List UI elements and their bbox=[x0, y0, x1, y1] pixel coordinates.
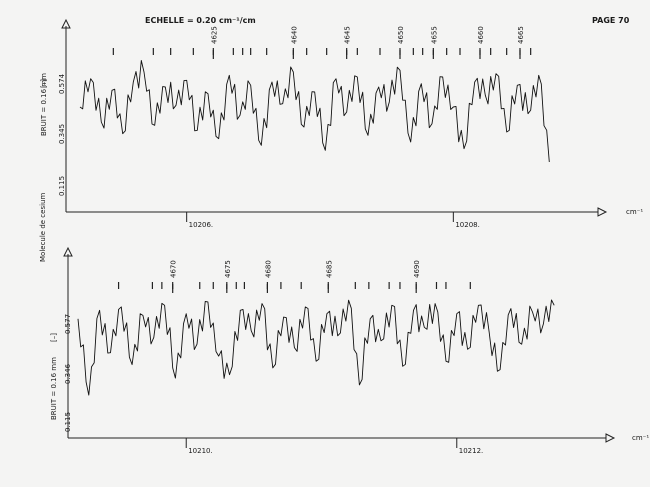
chart1-y-tick-label: 0.574 bbox=[58, 73, 66, 94]
chart2-plot: 0.115 0.346 0.577 10210. 10212. 4670 4675 4680 4… bbox=[63, 246, 616, 455]
chart1-line-number: 4660 bbox=[477, 26, 485, 44]
chart1-y-tick-label: 0.345 bbox=[58, 124, 66, 144]
chart1-line-number: 4665 bbox=[517, 26, 525, 44]
chart2-line-number: 4670 bbox=[170, 260, 178, 278]
chart1-side-label: Molecule de cesium bbox=[39, 193, 47, 262]
chart1-x-tick-label: 10206. bbox=[189, 221, 214, 229]
chart1-line-number: 4655 bbox=[430, 26, 438, 44]
chart2-x-axis-label: cm⁻¹ bbox=[632, 434, 649, 442]
chart2-x-arrow bbox=[605, 433, 616, 443]
chart2-line-number: 4680 bbox=[264, 260, 272, 278]
chart1-y-arrow bbox=[61, 18, 71, 29]
chart1-line-number: 4650 bbox=[397, 26, 405, 44]
chart2-line-number: 4690 bbox=[413, 260, 421, 278]
chart2-y-arrow bbox=[63, 246, 73, 257]
chart2-y-tick-label: 0.346 bbox=[64, 363, 72, 384]
chart2-noise-label: BRUIT = 0.16 mm bbox=[50, 357, 58, 420]
chart2-x-tick-label: 10212. bbox=[459, 447, 484, 455]
chart2-unit-mark: [–] bbox=[50, 333, 58, 342]
chart1-noise-label: BRUIT = 0.16 mm bbox=[40, 73, 48, 136]
scale-label: ECHELLE = 0.20 cm⁻¹/cm bbox=[145, 16, 256, 25]
chart1-line-number: 4625 bbox=[210, 26, 218, 44]
page-label: PAGE 70 bbox=[592, 16, 630, 25]
chart1-x-axis-label: cm⁻¹ bbox=[626, 208, 643, 216]
chart1-spectrum-trace bbox=[79, 60, 550, 163]
chart1-x-arrow bbox=[597, 207, 608, 217]
chart1-line-number: 4645 bbox=[344, 26, 352, 44]
chart1-unit-mark: [–] bbox=[40, 79, 48, 88]
chart2-x-tick-label: 10210. bbox=[188, 447, 213, 455]
chart1-y-tick-label: 0.115 bbox=[58, 176, 66, 196]
chart2-spectrum-trace bbox=[77, 299, 555, 396]
chart2-y-tick-label: 0.577 bbox=[64, 314, 72, 334]
chart2-line-number: 4685 bbox=[325, 260, 333, 278]
chart1-x-tick-label: 10208. bbox=[455, 221, 480, 229]
chart1-line-number: 4640 bbox=[290, 26, 298, 44]
chart1-plot: 0.115 0.345 0.574 10206. 10208. 4625 4640 4645 4… bbox=[58, 18, 608, 229]
chart2-y-tick-label: 0.115 bbox=[64, 412, 72, 432]
chart2-line-number: 4675 bbox=[224, 260, 232, 278]
